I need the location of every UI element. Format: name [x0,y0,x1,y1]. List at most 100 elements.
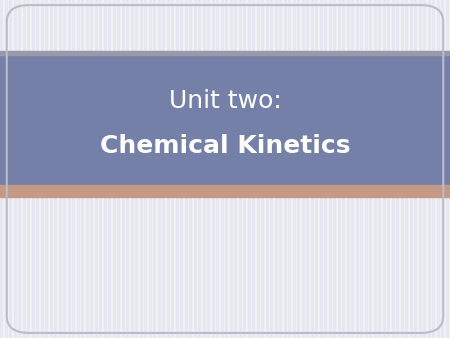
Bar [202,0,205,338]
Bar [108,0,110,338]
Bar [405,0,407,338]
Bar [234,0,236,338]
Bar [310,0,313,338]
Bar [410,0,412,338]
Bar [266,0,268,338]
Bar [86,0,88,338]
Bar [230,0,232,338]
Bar [436,0,439,338]
Bar [338,0,340,338]
Bar [396,0,398,338]
Bar [198,0,200,338]
Bar [387,0,389,338]
Bar [207,0,209,338]
Bar [140,0,142,338]
Bar [392,0,394,338]
Bar [126,0,128,338]
Bar [356,0,358,338]
Bar [328,0,331,338]
Bar [27,0,29,338]
Bar [248,0,250,338]
Bar [0,0,2,338]
Bar [148,0,151,338]
Bar [342,0,344,338]
Bar [72,0,74,338]
Bar [351,0,353,338]
Bar [63,0,65,338]
Bar [22,0,25,338]
Bar [130,0,133,338]
Bar [0,51,450,55]
Bar [446,0,448,338]
Bar [374,0,376,338]
Bar [418,0,421,338]
Bar [9,0,11,338]
Bar [153,0,155,338]
Bar [50,0,52,338]
Bar [320,0,322,338]
Bar [216,0,218,338]
Bar [315,0,317,338]
Bar [104,0,106,338]
Bar [261,0,263,338]
Bar [144,0,146,338]
Bar [117,0,119,338]
Bar [135,0,137,338]
Bar [0,185,450,197]
Bar [158,0,160,338]
Bar [360,0,362,338]
Bar [225,0,227,338]
Bar [45,0,47,338]
Bar [162,0,164,338]
Bar [36,0,38,338]
Bar [0,55,450,185]
Bar [441,0,443,338]
Bar [90,0,92,338]
Bar [194,0,196,338]
Bar [297,0,299,338]
Bar [306,0,308,338]
Bar [94,0,97,338]
Bar [302,0,304,338]
Bar [423,0,425,338]
Bar [243,0,245,338]
Bar [180,0,182,338]
Bar [324,0,326,338]
Bar [400,0,403,338]
Bar [364,0,367,338]
Bar [122,0,124,338]
Bar [99,0,101,338]
Bar [382,0,385,338]
Bar [270,0,272,338]
Bar [189,0,191,338]
Bar [378,0,380,338]
Bar [58,0,61,338]
Bar [176,0,178,338]
Bar [432,0,434,338]
Bar [333,0,335,338]
Bar [292,0,295,338]
Bar [369,0,371,338]
Bar [238,0,241,338]
Bar [288,0,290,338]
Bar [256,0,259,338]
Bar [4,0,7,338]
Bar [252,0,254,338]
Bar [14,0,16,338]
Bar [184,0,187,338]
Bar [346,0,349,338]
Bar [166,0,169,338]
Bar [54,0,56,338]
Bar [81,0,83,338]
Bar [76,0,79,338]
Bar [279,0,281,338]
Bar [414,0,416,338]
Bar [220,0,223,338]
Text: Chemical Kinetics: Chemical Kinetics [100,134,350,158]
Bar [171,0,173,338]
Bar [68,0,70,338]
Bar [428,0,430,338]
Bar [18,0,20,338]
Text: Unit two:: Unit two: [169,89,281,113]
Bar [32,0,34,338]
